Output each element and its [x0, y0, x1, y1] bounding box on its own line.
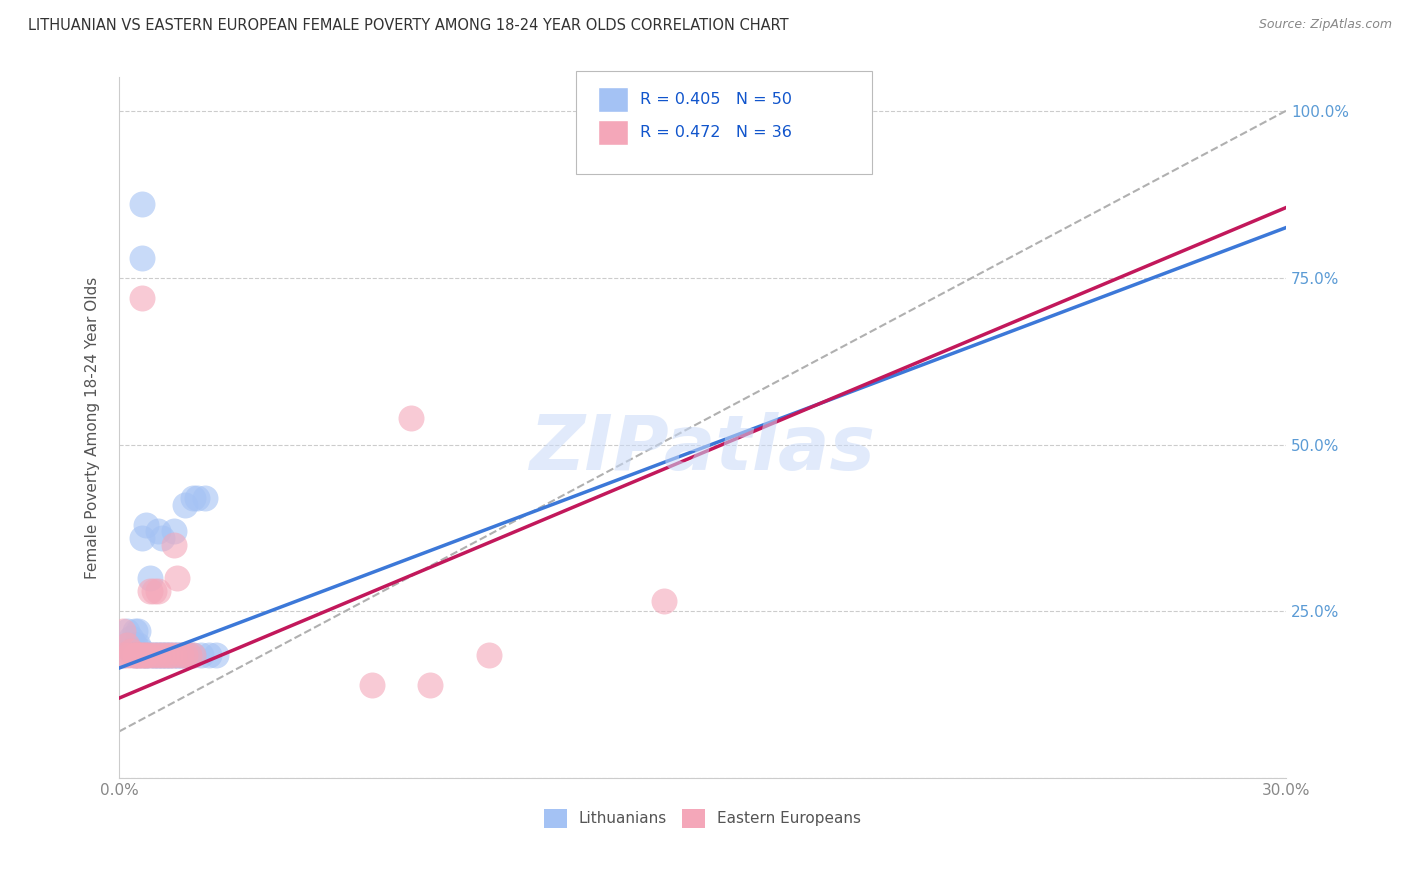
- Point: [135, 517, 157, 532]
- Point: [143, 648, 166, 662]
- Point: [170, 648, 193, 662]
- Point: [399, 410, 422, 425]
- Point: [181, 491, 204, 505]
- Point: [135, 648, 157, 662]
- Point: [111, 624, 134, 639]
- Point: [162, 524, 184, 539]
- Point: [155, 648, 177, 662]
- Point: [177, 648, 200, 662]
- Point: [146, 648, 169, 662]
- Point: [159, 648, 181, 662]
- Point: [150, 648, 173, 662]
- Point: [131, 197, 153, 211]
- Legend: Lithuanians, Eastern Europeans: Lithuanians, Eastern Europeans: [537, 803, 868, 834]
- Point: [166, 648, 188, 662]
- Point: [135, 648, 157, 662]
- Point: [120, 648, 142, 662]
- Point: [652, 594, 675, 608]
- Point: [194, 491, 217, 505]
- Point: [128, 624, 150, 639]
- Point: [159, 648, 181, 662]
- Point: [162, 648, 184, 662]
- Point: [143, 584, 166, 599]
- Point: [139, 648, 162, 662]
- Point: [170, 648, 193, 662]
- Point: [166, 648, 188, 662]
- Point: [124, 648, 146, 662]
- Point: [131, 291, 153, 305]
- Point: [205, 648, 228, 662]
- Point: [146, 648, 169, 662]
- Point: [150, 648, 173, 662]
- Point: [120, 631, 142, 645]
- Point: [177, 648, 200, 662]
- Point: [111, 648, 134, 662]
- Point: [177, 648, 200, 662]
- Point: [115, 638, 138, 652]
- Point: [181, 648, 204, 662]
- Point: [159, 648, 181, 662]
- Point: [135, 648, 157, 662]
- Point: [150, 648, 173, 662]
- Point: [146, 584, 169, 599]
- Point: [139, 584, 162, 599]
- Point: [166, 571, 188, 585]
- Point: [135, 648, 157, 662]
- Point: [419, 678, 441, 692]
- Point: [131, 648, 153, 662]
- Point: [174, 498, 197, 512]
- Point: [143, 648, 166, 662]
- Point: [128, 648, 150, 662]
- Point: [124, 648, 146, 662]
- Point: [162, 538, 184, 552]
- Point: [128, 648, 150, 662]
- Point: [131, 648, 153, 662]
- Point: [162, 648, 184, 662]
- Point: [170, 648, 193, 662]
- Point: [186, 491, 208, 505]
- Text: R = 0.405   N = 50: R = 0.405 N = 50: [640, 92, 792, 106]
- Text: LITHUANIAN VS EASTERN EUROPEAN FEMALE POVERTY AMONG 18-24 YEAR OLDS CORRELATION : LITHUANIAN VS EASTERN EUROPEAN FEMALE PO…: [28, 18, 789, 33]
- Point: [146, 524, 169, 539]
- Point: [139, 648, 162, 662]
- Point: [360, 678, 382, 692]
- Text: ZIPatlas: ZIPatlas: [530, 412, 876, 486]
- Point: [115, 638, 138, 652]
- Point: [131, 648, 153, 662]
- Text: R = 0.472   N = 36: R = 0.472 N = 36: [640, 126, 792, 140]
- Point: [111, 648, 134, 662]
- Point: [128, 638, 150, 652]
- Point: [124, 638, 146, 652]
- Point: [124, 624, 146, 639]
- Point: [190, 648, 212, 662]
- Point: [174, 648, 197, 662]
- Point: [143, 648, 166, 662]
- Point: [181, 648, 204, 662]
- Point: [120, 644, 142, 658]
- Point: [155, 648, 177, 662]
- Point: [174, 648, 197, 662]
- Point: [115, 624, 138, 639]
- Point: [150, 531, 173, 545]
- Point: [115, 648, 138, 662]
- Point: [146, 648, 169, 662]
- Point: [128, 648, 150, 662]
- Point: [131, 531, 153, 545]
- Point: [197, 648, 219, 662]
- Point: [477, 648, 499, 662]
- Point: [139, 571, 162, 585]
- Y-axis label: Female Poverty Among 18-24 Year Olds: Female Poverty Among 18-24 Year Olds: [86, 277, 100, 579]
- Point: [120, 644, 142, 658]
- Text: Source: ZipAtlas.com: Source: ZipAtlas.com: [1258, 18, 1392, 31]
- Point: [131, 644, 153, 658]
- Point: [124, 648, 146, 662]
- Point: [131, 251, 153, 265]
- Point: [155, 648, 177, 662]
